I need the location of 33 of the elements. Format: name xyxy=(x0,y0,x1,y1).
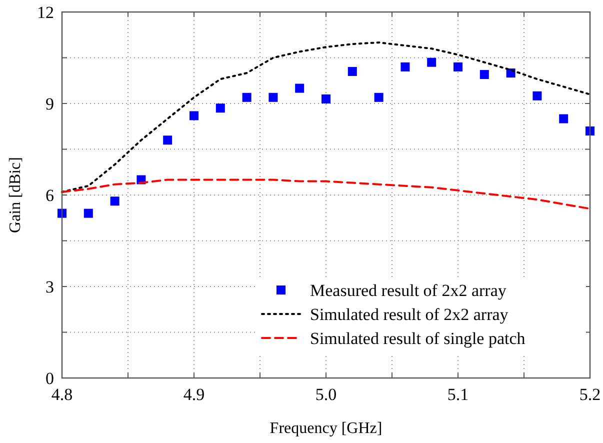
point xyxy=(374,92,384,102)
point xyxy=(454,62,462,72)
point xyxy=(427,58,436,67)
point xyxy=(268,92,278,102)
y-tick-label: 12 xyxy=(37,3,54,22)
point xyxy=(348,66,357,76)
legend-label: Measured result of 2x2 array xyxy=(310,281,507,300)
point xyxy=(163,136,172,145)
legend-label: Simulated result of single patch xyxy=(310,329,526,348)
point xyxy=(84,208,93,218)
x-axis-title: Frequency [GHz] xyxy=(270,420,382,437)
legend-label: Simulated result of 2x2 array xyxy=(310,305,509,324)
x-tick-label: 5.2 xyxy=(579,385,601,404)
x-tick-label: 4.8 xyxy=(51,385,73,404)
x-tick-label: 4.9 xyxy=(183,385,205,404)
y-tick-label: 0 xyxy=(46,369,54,388)
y-tick-label: 3 xyxy=(46,278,54,296)
point xyxy=(190,111,198,120)
x-tick-label: 5.0 xyxy=(315,385,337,404)
x-tick-label: 5.1 xyxy=(447,385,469,404)
point xyxy=(216,104,225,113)
point xyxy=(322,94,330,104)
y-axis-title: Gain [dBic] xyxy=(7,157,24,233)
point xyxy=(110,196,120,206)
point xyxy=(559,114,568,124)
point xyxy=(532,91,542,100)
point xyxy=(295,84,304,93)
point xyxy=(400,62,410,72)
y-tick-label: 6 xyxy=(46,186,54,205)
point xyxy=(242,92,252,102)
y-tick-label: 9 xyxy=(46,94,54,114)
point xyxy=(480,70,489,80)
line-series xyxy=(61,42,591,193)
